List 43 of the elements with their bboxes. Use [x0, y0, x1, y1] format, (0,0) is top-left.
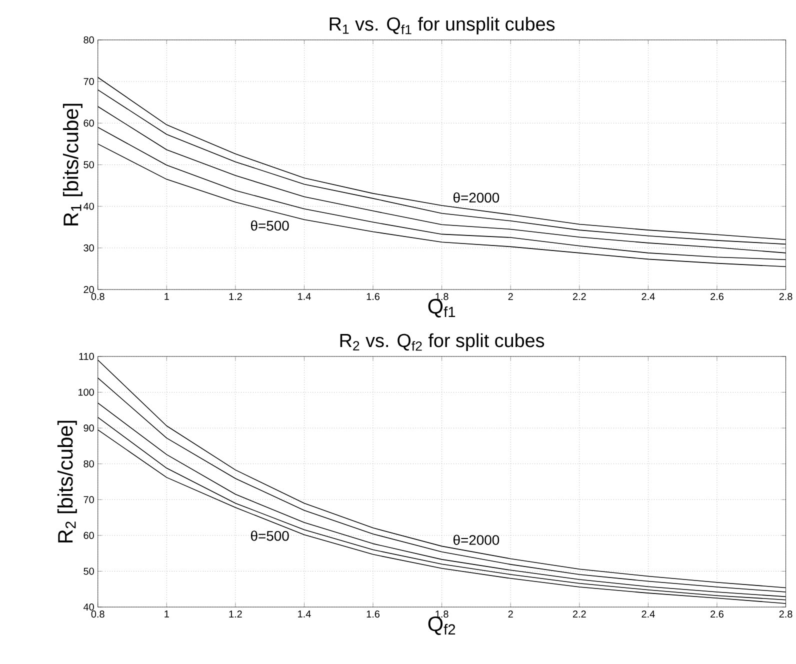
x-tick-label: 2.4 — [642, 293, 655, 300]
y-tick-label: 80 — [84, 36, 94, 44]
x-tick-label: 1 — [164, 293, 169, 300]
y-tick-label: 60 — [84, 120, 94, 127]
annotation: θ=500 — [250, 530, 289, 541]
y-tick-label: 60 — [84, 532, 94, 539]
x-tick-label: 0.8 — [91, 293, 104, 300]
y-tick-label: 100 — [78, 388, 94, 396]
x-tick-label: 1.4 — [298, 610, 311, 618]
x-tick-label: 2 — [508, 610, 513, 618]
chart-title: R$_{1}$ vs. Q$_{f1}$ for unsplit cubes — [330, 16, 555, 34]
y-tick-label: 40 — [84, 604, 94, 611]
x-tick-label: 2 — [508, 293, 513, 300]
x-tick-label: 1.4 — [298, 293, 311, 300]
y-tick-label: 90 — [84, 424, 94, 432]
y-axis-title: R$_{1}$ [bits/cube] — [62, 104, 82, 226]
x-tick-label: 2.8 — [779, 610, 792, 618]
y-tick-label: 20 — [84, 286, 94, 294]
annotation: θ=2000 — [454, 534, 500, 545]
y-tick-label: 110 — [79, 352, 94, 360]
y-tick-label: 40 — [84, 202, 94, 210]
y-tick-label: 80 — [84, 460, 94, 468]
x-tick-label: 1.6 — [366, 293, 380, 300]
chart-title: R$_{2}$ vs. Q$_{f2}$ for split cubes — [340, 333, 544, 351]
x-tick-label: 1.2 — [229, 610, 242, 618]
x-tick-label: 2.2 — [572, 610, 586, 618]
x-tick-label: 2.6 — [710, 293, 724, 300]
x-tick-label: 2.8 — [779, 293, 792, 300]
x-tick-label: 2.6 — [710, 610, 724, 618]
x-tick-label: 1.6 — [366, 610, 380, 618]
y-tick-label: 70 — [84, 78, 94, 86]
x-tick-label: 1 — [164, 610, 169, 618]
x-tick-label: 1.2 — [229, 293, 242, 300]
y-tick-label: 50 — [84, 568, 94, 575]
y-tick-label: 70 — [84, 496, 94, 504]
y-axis-title: R$_{2}$ [bits/cube] — [57, 420, 77, 542]
x-tick-label: 2.2 — [572, 293, 586, 300]
x-tick-label: 0.8 — [91, 610, 104, 618]
annotation: θ=500 — [250, 220, 289, 231]
y-tick-label: 30 — [84, 244, 94, 252]
y-tick-label: 50 — [84, 161, 94, 168]
annotation: θ=2000 — [454, 192, 500, 203]
x-tick-label: 2.4 — [642, 610, 655, 618]
